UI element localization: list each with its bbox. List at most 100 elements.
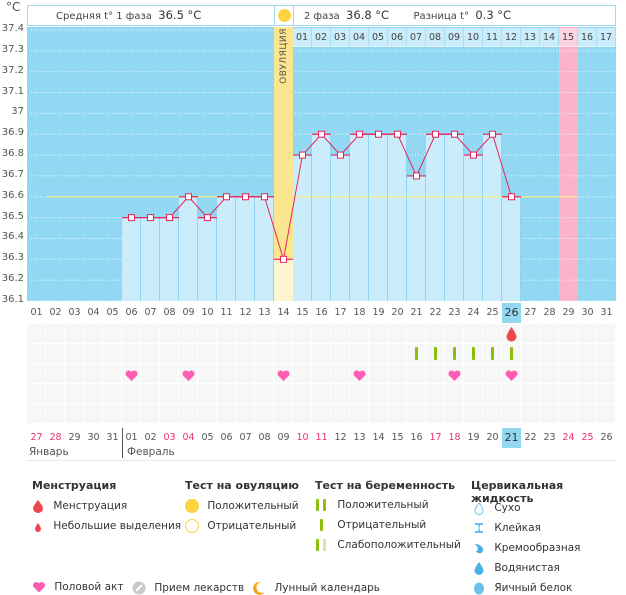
phase2-day: 09 (445, 28, 464, 47)
event-cell (369, 344, 387, 363)
legend-cervical-eggwhite: Яичный белок (473, 581, 572, 595)
legend-ovulation-test-title: Тест на овуляцию (185, 479, 299, 492)
calendar-date: 05 (201, 432, 214, 443)
event-cell (65, 344, 83, 363)
temperature-point (318, 130, 325, 138)
temperature-chart (27, 27, 616, 302)
calendar-date: 24 (562, 432, 575, 443)
y-tick-label: 36.8 (1, 148, 24, 160)
event-cell (293, 364, 311, 383)
temperature-bar (426, 134, 445, 301)
temperature-point (375, 130, 382, 138)
calendar-date: 22 (524, 432, 537, 443)
event-cell (236, 384, 254, 403)
event-cell (27, 404, 45, 423)
calendar-date: 17 (429, 432, 442, 443)
calendar-date: 13 (353, 432, 366, 443)
pregnancy-test-icon (510, 347, 513, 360)
event-cell (502, 384, 520, 403)
event-cell (27, 344, 45, 363)
legend-cervical-creamy: Кремообразная (473, 541, 580, 555)
event-cell (160, 344, 178, 363)
calendar-date: 28 (49, 432, 62, 443)
event-cell (122, 404, 140, 423)
temperature-point (337, 151, 344, 159)
temperature-point (432, 130, 439, 138)
y-tick-label: 36.4 (1, 231, 24, 243)
temperature-bar (312, 134, 331, 301)
event-cell (46, 384, 64, 403)
phase2-day: 10 (464, 28, 483, 47)
event-cell (597, 344, 615, 363)
legend-ovulation-positive: Положительный (185, 499, 299, 513)
pill-icon (132, 581, 146, 595)
cycle-day-label: 24 (467, 307, 480, 318)
calendar-date: 27 (30, 432, 43, 443)
temperature-bar (274, 259, 293, 301)
heart-icon (505, 370, 518, 381)
event-cell (312, 384, 330, 403)
event-cell (483, 324, 501, 343)
cycle-day-label: 31 (600, 307, 613, 318)
phase2-day: 04 (350, 28, 369, 47)
temperature-bar (141, 217, 160, 301)
cycle-day-label: 22 (429, 307, 442, 318)
event-cell (426, 384, 444, 403)
temperature-bar (502, 196, 521, 301)
event-cell (27, 364, 45, 383)
phase1-summary: Средняя t° 1 фаза 36.5 °C (27, 5, 275, 26)
event-cell (179, 404, 197, 423)
phase2-day: 02 (312, 28, 331, 47)
pregnancy-test-icon (415, 347, 418, 360)
event-cell (46, 324, 64, 343)
event-cell (350, 344, 368, 363)
ovulation-positive-icon (185, 499, 199, 513)
event-cell (255, 404, 273, 423)
temperature-point (451, 130, 458, 138)
cycle-day-label: 03 (68, 307, 81, 318)
event-cell (312, 344, 330, 363)
y-axis-unit: °C (6, 0, 21, 14)
temperature-bar (464, 155, 483, 301)
event-cell (426, 404, 444, 423)
event-cell (103, 344, 121, 363)
event-cell (84, 384, 102, 403)
event-cell (141, 324, 159, 343)
temperature-bar (293, 155, 312, 301)
y-tick-label: 36.7 (1, 168, 24, 180)
calendar-date: 07 (239, 432, 252, 443)
event-cell (198, 344, 216, 363)
temperature-bar (198, 217, 217, 301)
temperature-point (166, 214, 173, 222)
event-cell (483, 364, 501, 383)
y-tick-label: 36.9 (1, 127, 24, 139)
event-cell (65, 364, 83, 383)
cycle-day-label: 02 (49, 307, 62, 318)
calendar-date: 09 (277, 432, 290, 443)
pregnancy-test-icon (434, 347, 437, 360)
temperature-point (508, 193, 515, 201)
diff-label: Разница t° (413, 11, 469, 22)
event-cell (445, 404, 463, 423)
event-cell (255, 364, 273, 383)
temperature-point (394, 130, 401, 138)
event-cell (331, 324, 349, 343)
temperature-bar (255, 196, 274, 301)
heart-icon (32, 581, 46, 593)
temperature-point (413, 172, 420, 180)
event-cell (502, 404, 520, 423)
month-february: Февраль (127, 446, 175, 458)
event-cell (483, 384, 501, 403)
event-cell (255, 324, 273, 343)
sticky-icon (475, 523, 483, 533)
pregnancy-weak-icon (315, 539, 327, 551)
phase2-day: 01 (293, 28, 312, 47)
event-cell (122, 344, 140, 363)
cycle-day-label: 04 (87, 307, 100, 318)
event-cell (160, 364, 178, 383)
legend-lunar: Лунный календарь (252, 581, 380, 595)
event-cell (559, 364, 577, 383)
calendar-date: 12 (334, 432, 347, 443)
event-cell (160, 384, 178, 403)
calendar-date: 06 (220, 432, 233, 443)
